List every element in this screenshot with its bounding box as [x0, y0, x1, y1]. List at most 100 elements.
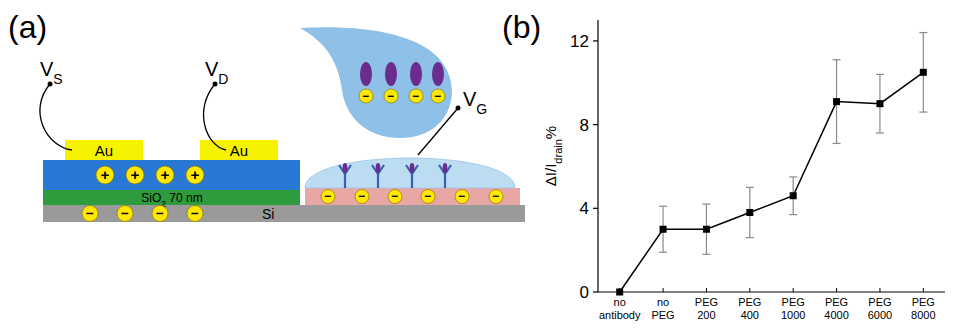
drain-label-sub: D	[218, 71, 228, 87]
charge-sign: −	[121, 206, 129, 221]
figure: (a)(b)AuAuVSVD++++SiO2 70 nm−−−−Si−−−−−−…	[0, 0, 968, 329]
charge: −	[455, 189, 469, 203]
charge-sign: −	[325, 189, 332, 203]
charge-circle	[409, 89, 423, 103]
wire	[204, 84, 226, 150]
x-axis	[598, 291, 945, 292]
x-tick-label-line: 4000	[824, 309, 848, 321]
error-cap	[833, 143, 841, 144]
error-cap	[746, 187, 754, 188]
antibody	[406, 163, 418, 188]
sensing-pad	[305, 188, 520, 205]
si-substrate	[43, 205, 525, 222]
x-tick-label-line: antibody	[599, 309, 641, 321]
error-cap	[876, 132, 884, 133]
charge: −	[82, 206, 98, 222]
charge-sign: −	[413, 89, 420, 103]
x-tick	[749, 288, 750, 292]
x-tick	[706, 288, 707, 292]
error-bar	[876, 74, 884, 133]
x-tick-label-line: no	[657, 296, 669, 308]
source-label: VS	[40, 58, 63, 87]
error-bar	[833, 60, 841, 144]
charge-circle	[126, 166, 144, 184]
y-tick	[593, 291, 598, 292]
x-tick-label-line: no	[614, 296, 626, 308]
charge-circle	[355, 190, 369, 204]
drain-label: VD	[205, 58, 228, 87]
charge-circle	[455, 190, 469, 204]
wire-node	[48, 82, 53, 87]
data-marker	[746, 209, 753, 216]
antibody	[372, 163, 384, 188]
charge: −	[489, 189, 503, 203]
x-tick-label: PEG200	[695, 296, 718, 321]
x-tick-label: PEG1000	[781, 296, 805, 321]
error-cap	[659, 206, 667, 207]
charge-circle	[186, 166, 204, 184]
charge-circle	[384, 89, 398, 103]
charge: −	[431, 89, 445, 103]
protein	[432, 62, 444, 86]
au-electrode	[200, 140, 278, 160]
bound-protein	[376, 163, 381, 173]
charge-sign: −	[156, 206, 164, 221]
oxide-label-suffix: 70 nm	[166, 191, 203, 205]
error-cap	[746, 237, 754, 238]
plot-area	[616, 33, 928, 296]
sample-drop	[300, 27, 452, 138]
error-bar	[746, 187, 754, 237]
x-tick-label-line: 200	[697, 309, 715, 321]
charge: −	[152, 206, 168, 222]
error-cap	[789, 176, 797, 177]
x-tick-label-line: PEG	[695, 296, 718, 308]
protein	[410, 62, 422, 86]
error-bar	[659, 206, 667, 252]
gate-label-sub: G	[476, 101, 487, 117]
charge-sign: −	[459, 189, 466, 203]
y-tick	[593, 124, 598, 125]
charge: −	[117, 206, 133, 222]
y-tick-label: 8	[580, 116, 589, 135]
antibody	[339, 163, 351, 188]
error-bar	[789, 177, 797, 215]
x-tick-label: PEG400	[738, 296, 761, 321]
charge-circle	[117, 206, 133, 222]
x-tick-label: noantibody	[599, 296, 641, 321]
charge-circle	[421, 190, 435, 204]
au-electrode	[65, 140, 143, 160]
data-marker	[876, 100, 883, 107]
error-cap	[789, 214, 797, 215]
x-tick-label: PEG4000	[824, 296, 848, 321]
charge-circle	[321, 190, 335, 204]
x-tick-label: PEG6000	[868, 296, 892, 321]
wire-node	[456, 106, 461, 111]
wire	[40, 84, 72, 150]
charge-sign: −	[425, 189, 432, 203]
y-tick-label: 12	[570, 32, 589, 51]
chart: 04812ΔI/Idrain%noantibodynoPEGPEG200PEG4…	[542, 20, 945, 321]
sio2-layer	[43, 190, 300, 205]
x-tick-label-line: PEG	[868, 296, 891, 308]
x-tick	[879, 288, 880, 292]
charge-circle	[187, 206, 203, 222]
charge: −	[355, 189, 369, 203]
error-cap	[919, 32, 927, 33]
data-marker	[920, 69, 927, 76]
electrode-label: Au	[230, 142, 248, 159]
charge: +	[156, 166, 174, 184]
data-line	[620, 72, 924, 292]
error-cap	[833, 59, 841, 60]
oxide-label-main: SiO	[141, 191, 161, 205]
charge-circle	[156, 166, 174, 184]
y-tick	[593, 40, 598, 41]
x-tick	[793, 288, 794, 292]
charge-circle	[96, 166, 114, 184]
charge: +	[186, 166, 204, 184]
y-tick	[593, 208, 598, 209]
bound-protein	[443, 163, 448, 173]
y-tick-label: 0	[580, 283, 589, 302]
charge-circle	[489, 190, 503, 204]
y-axis-title-part: %	[542, 126, 559, 139]
electrode-label: Au	[95, 142, 113, 159]
